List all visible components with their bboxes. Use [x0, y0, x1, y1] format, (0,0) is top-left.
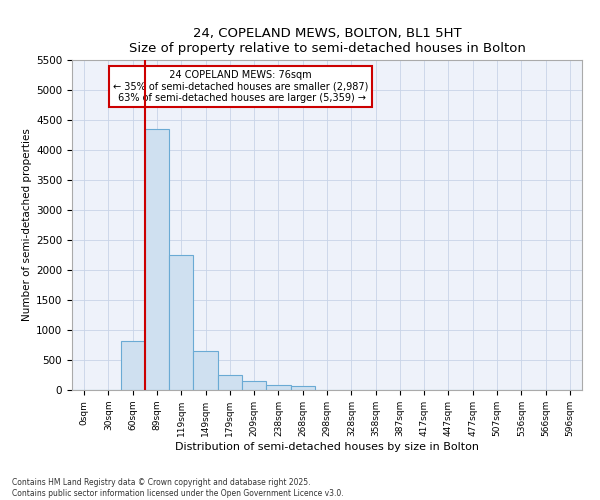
Bar: [169, 255, 193, 390]
Bar: [290, 386, 315, 390]
Bar: [145, 129, 169, 390]
Bar: [218, 375, 242, 390]
Bar: [121, 341, 145, 390]
Bar: [266, 385, 290, 390]
Title: 24, COPELAND MEWS, BOLTON, BL1 5HT
Size of property relative to semi-detached ho: 24, COPELAND MEWS, BOLTON, BL1 5HT Size …: [128, 26, 526, 54]
Bar: [242, 381, 266, 390]
Bar: [193, 351, 218, 390]
X-axis label: Distribution of semi-detached houses by size in Bolton: Distribution of semi-detached houses by …: [175, 442, 479, 452]
Y-axis label: Number of semi-detached properties: Number of semi-detached properties: [22, 128, 32, 322]
Text: Contains HM Land Registry data © Crown copyright and database right 2025.
Contai: Contains HM Land Registry data © Crown c…: [12, 478, 344, 498]
Text: 24 COPELAND MEWS: 76sqm  
← 35% of semi-detached houses are smaller (2,987)
 63%: 24 COPELAND MEWS: 76sqm ← 35% of semi-de…: [113, 70, 368, 103]
